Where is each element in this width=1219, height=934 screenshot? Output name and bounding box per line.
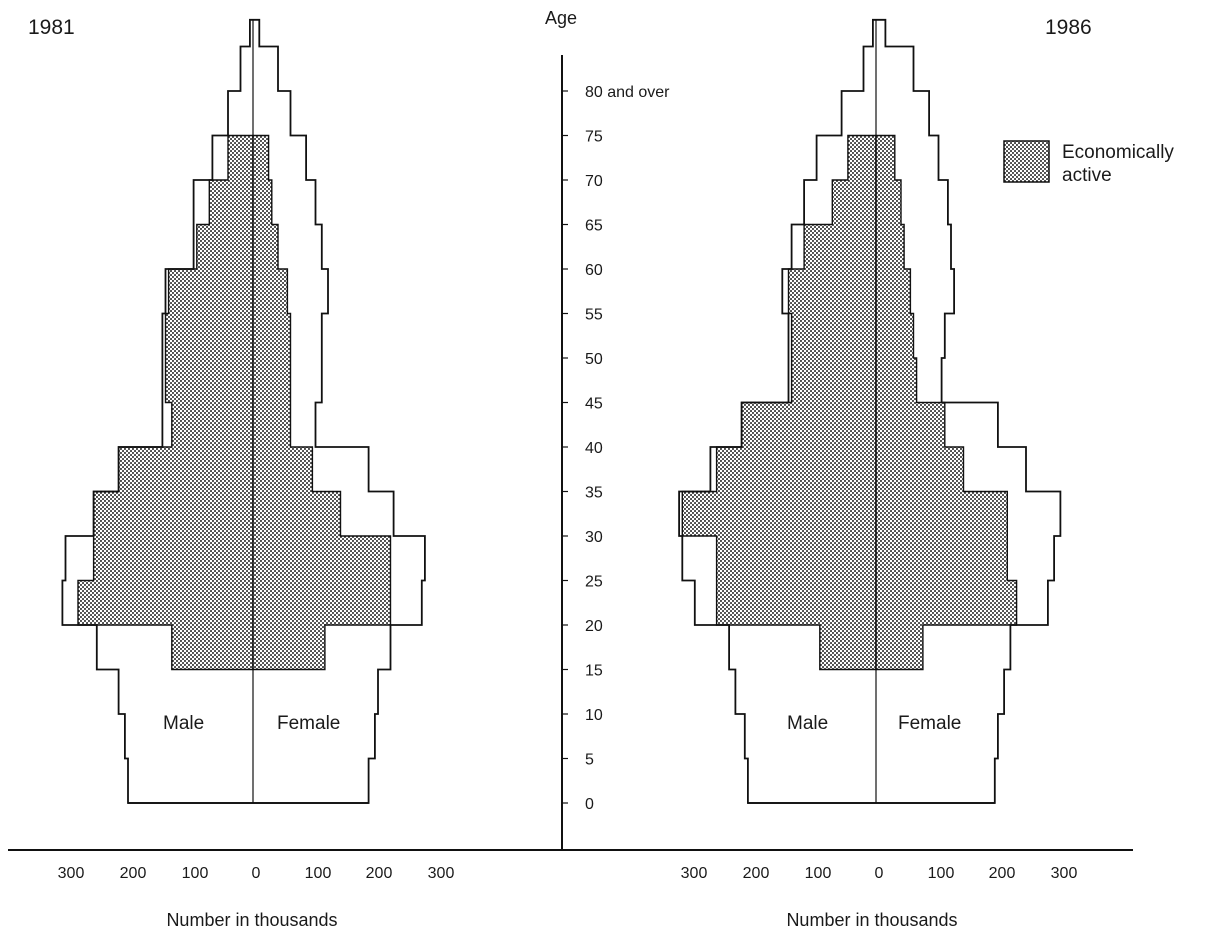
pyramid-1986-x-tick-label: 0 bbox=[875, 865, 884, 882]
pyramid-1986-xlabel: Number in thousands bbox=[786, 910, 957, 930]
age-axis-title: Age bbox=[545, 8, 577, 28]
age-tick-label: 75 bbox=[585, 129, 603, 146]
pyramid-1981-total-female-outline bbox=[253, 18, 426, 804]
age-tick-label: 35 bbox=[585, 485, 603, 502]
pyramid-1986-total-male-outline bbox=[678, 18, 876, 804]
pyramid-1981-female-label: Female bbox=[277, 713, 340, 734]
age-tick-label: 20 bbox=[585, 618, 603, 635]
age-tick-label: 45 bbox=[585, 396, 603, 413]
pyramid-1986-x-tick-label: 300 bbox=[1051, 865, 1078, 882]
pyramid-1981-x-tick-label: 200 bbox=[366, 865, 393, 882]
age-tick-label: 10 bbox=[585, 707, 603, 724]
pyramid-1986-x-tick-label: 200 bbox=[989, 865, 1016, 882]
age-tick-label: 40 bbox=[585, 440, 603, 457]
legend: Economically active bbox=[1003, 140, 1174, 186]
age-tick-label: 70 bbox=[585, 173, 603, 190]
legend-label-line2: active bbox=[1062, 165, 1112, 186]
age-tick-label: 65 bbox=[585, 218, 603, 235]
pyramid-1986-x-tick-label: 200 bbox=[743, 865, 770, 882]
pyramid-1981-x-tick-label: 100 bbox=[182, 865, 209, 882]
legend-label-line1: Economically bbox=[1062, 142, 1174, 163]
pyramid-1981-x-tick-label: 100 bbox=[305, 865, 332, 882]
pyramid-1986-active-female-area bbox=[875, 134, 1018, 671]
pyramid-1981-x-tick-label: 200 bbox=[120, 865, 147, 882]
pyramid-1981-active-female-area bbox=[252, 134, 392, 671]
age-tick-label: 0 bbox=[585, 796, 594, 813]
pyramid-1986-male-label: Male bbox=[787, 713, 828, 734]
age-tick-label: 5 bbox=[585, 752, 594, 769]
pyramid-1986-title: 1986 bbox=[1045, 16, 1092, 39]
age-tick-label: 50 bbox=[585, 351, 603, 368]
pyramid-1986-female-label: Female bbox=[898, 713, 961, 734]
pyramid-1981-xlabel: Number in thousands bbox=[166, 910, 337, 930]
age-tick-label: 30 bbox=[585, 529, 603, 546]
pyramid-1986-total-female-outline bbox=[876, 18, 1062, 804]
pyramid-1986-x-tick-label: 100 bbox=[928, 865, 955, 882]
pyramid-1986-x-tick-label: 100 bbox=[805, 865, 832, 882]
pyramid-1981-title: 1981 bbox=[28, 16, 75, 39]
age-tick-label: 55 bbox=[585, 307, 603, 324]
age-tick-labels: 0 5 10 15 20 25 30 35 40 45 50 55 60 65 70 75 80 and ove… bbox=[562, 84, 670, 813]
pyramid-1981-male-label: Male bbox=[163, 713, 204, 734]
age-tick-label: 60 bbox=[585, 262, 603, 279]
pyramid-1981-total-male-outline bbox=[61, 18, 253, 804]
pyramid-1981: 1981 Male Female Number in thousands 300… bbox=[28, 16, 454, 930]
pyramid-1986: 1986 Male Female Number in thousands 300… bbox=[678, 16, 1092, 930]
pyramid-1986-x-tick-label: 300 bbox=[681, 865, 708, 882]
age-tick-label: 25 bbox=[585, 574, 603, 591]
age-tick-label: 15 bbox=[585, 663, 603, 680]
pyramid-1981-x-tick-label: 0 bbox=[252, 865, 261, 882]
legend-swatch bbox=[1003, 140, 1050, 183]
age-tick-label: 80 and over bbox=[585, 84, 670, 101]
pyramid-1981-x-tick-label: 300 bbox=[58, 865, 85, 882]
pyramid-1981-x-tick-label: 300 bbox=[428, 865, 455, 882]
pyramid-1981-active-male-area bbox=[77, 134, 254, 671]
